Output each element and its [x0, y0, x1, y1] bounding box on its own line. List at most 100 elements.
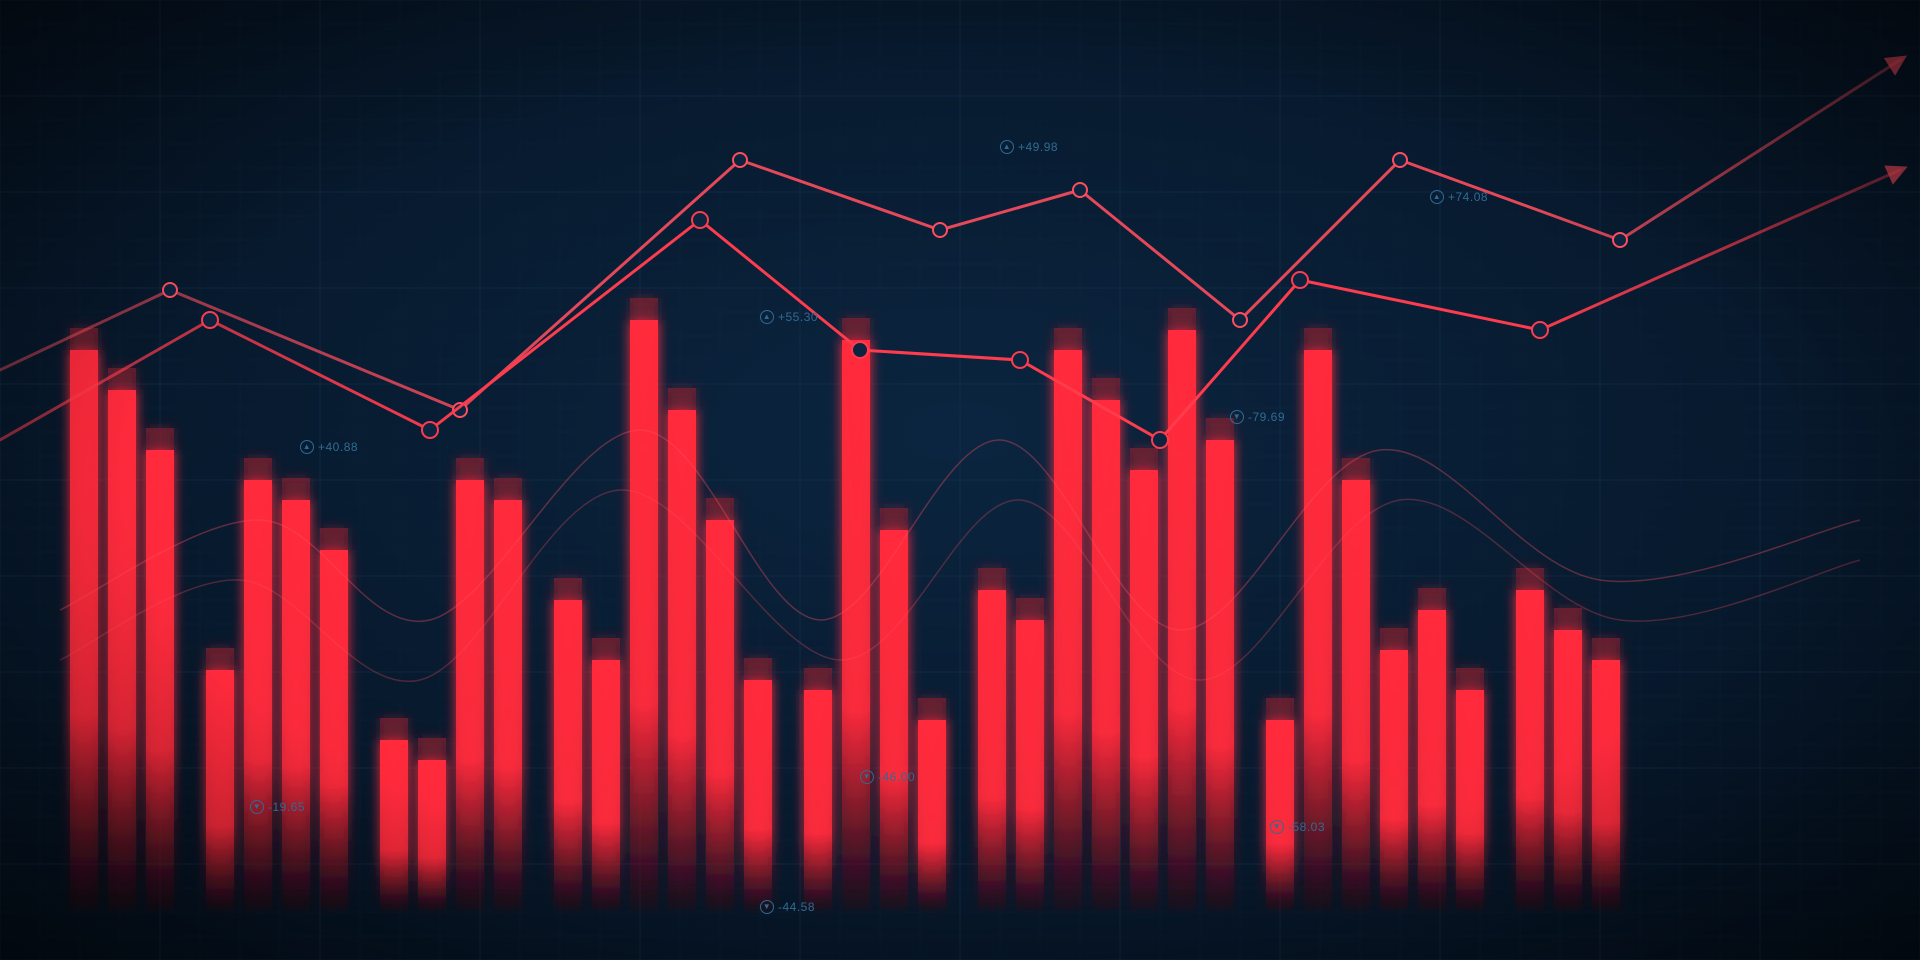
line-marker — [1152, 432, 1168, 448]
bar — [880, 530, 908, 910]
arrow-down-icon: ▼ — [250, 800, 264, 814]
bar-cap — [1342, 458, 1370, 480]
bar — [1266, 720, 1294, 910]
line-marker — [933, 223, 947, 237]
annotation-value: +40.88 — [318, 440, 358, 454]
bar-cap — [244, 458, 272, 480]
bar — [1130, 470, 1158, 910]
annotation: ▼ -19.65 — [250, 800, 305, 814]
bar — [494, 500, 522, 910]
bar — [70, 350, 98, 910]
bar — [1016, 620, 1044, 910]
bar-cap — [592, 638, 620, 660]
bar — [282, 500, 310, 910]
line-marker — [733, 153, 747, 167]
bar-cap — [456, 458, 484, 480]
bar — [1342, 480, 1370, 910]
bar — [842, 340, 870, 910]
financial-chart: ▲ +49.98 ▲+74.08 ▲ +55.30 ▼ -79.69 ▲+40.88 ▼ -19.… — [0, 0, 1920, 960]
line-marker — [1613, 233, 1627, 247]
bar — [918, 720, 946, 910]
bar-cap — [1456, 668, 1484, 690]
line-marker — [692, 212, 708, 228]
annotation: ▲+40.88 — [300, 440, 358, 454]
bar — [1054, 350, 1082, 910]
bar-cap — [978, 568, 1006, 590]
bar-cap — [1592, 638, 1620, 660]
line-marker — [1532, 322, 1548, 338]
annotation-value: -58.03 — [1288, 820, 1325, 834]
arrow-up-icon: ▲ — [1000, 140, 1014, 154]
bar — [108, 390, 136, 910]
bar — [1418, 610, 1446, 910]
bar-cap — [1092, 378, 1120, 400]
annotation: ▼-44.58 — [760, 900, 815, 914]
annotation-value: -79.69 — [1248, 410, 1285, 424]
line-marker — [1292, 272, 1308, 288]
bar-cap — [1554, 608, 1582, 630]
bar — [146, 450, 174, 910]
bar-cap — [880, 508, 908, 530]
bar — [554, 600, 582, 910]
annotation-value: +55.30 — [778, 310, 818, 324]
bar — [418, 760, 446, 910]
bar — [630, 320, 658, 910]
line-marker — [852, 342, 868, 358]
chart-svg — [0, 0, 1920, 960]
annotation-value: +49.98 — [1018, 140, 1058, 154]
bar-cap — [282, 478, 310, 500]
line-marker — [1233, 313, 1247, 327]
bar — [1380, 650, 1408, 910]
bar-cap — [146, 428, 174, 450]
bar-cap — [1304, 328, 1332, 350]
bar-cap — [1054, 328, 1082, 350]
line-marker — [202, 312, 218, 328]
bar-cap — [1418, 588, 1446, 610]
arrow-down-icon: ▼ — [860, 770, 874, 784]
annotation-value: +74.08 — [1448, 190, 1488, 204]
bar — [1092, 400, 1120, 910]
bar-cap — [320, 528, 348, 550]
bar-cap — [668, 388, 696, 410]
arrow-down-icon: ▼ — [1270, 820, 1284, 834]
bar-cap — [842, 318, 870, 340]
bar-cap — [706, 498, 734, 520]
bar-cap — [380, 718, 408, 740]
annotation: ▲+74.08 — [1430, 190, 1488, 204]
bar — [1516, 590, 1544, 910]
line-marker — [1393, 153, 1407, 167]
bar — [1554, 630, 1582, 910]
bar — [592, 660, 620, 910]
bar — [804, 690, 832, 910]
annotation-value: -44.58 — [778, 900, 815, 914]
arrow-up-icon: ▲ — [760, 310, 774, 324]
bar — [978, 590, 1006, 910]
line-marker — [1012, 352, 1028, 368]
bar — [1592, 660, 1620, 910]
bar-cap — [1168, 308, 1196, 330]
annotation-value: -46.00 — [878, 770, 915, 784]
annotation: ▼ -79.69 — [1230, 410, 1285, 424]
bar-cap — [744, 658, 772, 680]
bar-cap — [554, 578, 582, 600]
line-marker — [422, 422, 438, 438]
annotation: ▲ +55.30 — [760, 310, 818, 324]
bar — [206, 670, 234, 910]
bar — [706, 520, 734, 910]
annotation: ▼ -46.00 — [860, 770, 915, 784]
bar — [320, 550, 348, 910]
bar-cap — [630, 298, 658, 320]
annotation: ▲ +49.98 — [1000, 140, 1058, 154]
bar-cap — [1266, 698, 1294, 720]
bar — [744, 680, 772, 910]
bar-cap — [494, 478, 522, 500]
line-marker — [1073, 183, 1087, 197]
annotation: ▼ -58.03 — [1270, 820, 1325, 834]
bar — [380, 740, 408, 910]
bar-cap — [206, 648, 234, 670]
arrow-down-icon: ▼ — [1230, 410, 1244, 424]
line-marker — [163, 283, 177, 297]
bar-cap — [918, 698, 946, 720]
annotation-value: -19.65 — [268, 800, 305, 814]
bar-cap — [1016, 598, 1044, 620]
